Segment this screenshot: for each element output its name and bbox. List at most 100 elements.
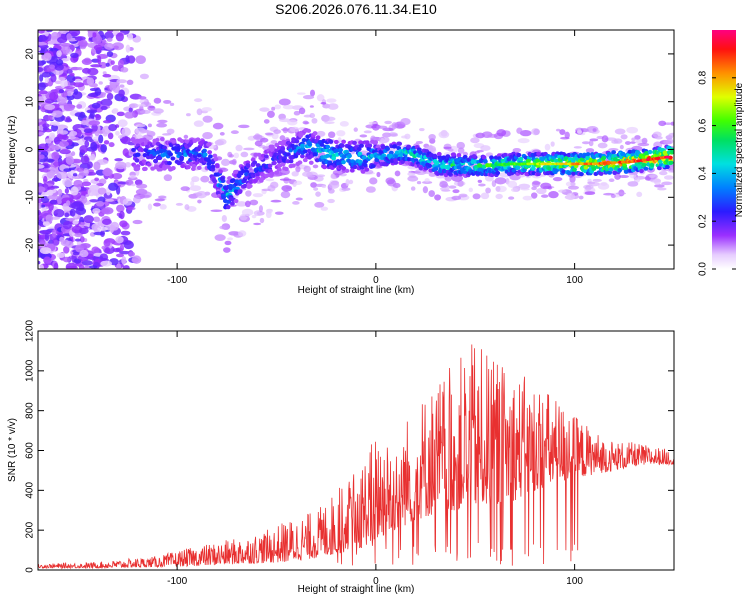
spectrogram-cell bbox=[302, 95, 315, 100]
spectrogram-cell bbox=[63, 179, 73, 188]
spectrogram-cell bbox=[391, 122, 398, 130]
spectrogram-cell bbox=[224, 240, 232, 246]
spectrogram-cell bbox=[170, 156, 176, 161]
spectrogram-cell bbox=[65, 116, 71, 122]
spectrogram-cell bbox=[280, 141, 286, 146]
spectrogram-cell bbox=[245, 163, 251, 168]
spectrogram-cell bbox=[130, 136, 136, 142]
spectrogram-cell bbox=[303, 114, 312, 118]
spectrogram-cell bbox=[592, 178, 602, 182]
spectrogram-cell bbox=[66, 90, 74, 97]
spectrogram-cell bbox=[259, 107, 270, 112]
spectrogram-cell bbox=[56, 50, 62, 58]
spectrogram-cell bbox=[237, 124, 250, 129]
spectrogram-cell bbox=[312, 164, 319, 169]
spectrogram-cell bbox=[61, 57, 69, 62]
spectrogram-cell bbox=[119, 244, 125, 252]
spectrogram-cell bbox=[276, 167, 282, 172]
spectrogram-cell bbox=[47, 189, 54, 196]
spectrogram-cell bbox=[103, 239, 111, 247]
spectrogram-cell bbox=[525, 158, 531, 164]
spectrogram-cell bbox=[300, 154, 305, 159]
spectrogram-cell bbox=[358, 140, 364, 145]
spectrogram-xtick-label: -100 bbox=[167, 275, 187, 286]
spectrogram-cell bbox=[79, 151, 84, 158]
spectrogram-cell bbox=[133, 196, 141, 204]
spectrogram-cell bbox=[641, 137, 648, 144]
spectrogram-cell bbox=[104, 42, 115, 50]
spectrogram-cell bbox=[94, 87, 102, 96]
spectrogram-cell bbox=[360, 169, 366, 174]
spectrogram-cell bbox=[89, 199, 99, 203]
spectrogram-cell bbox=[332, 169, 344, 176]
spectrogram-cell bbox=[516, 127, 523, 134]
spectrogram-cell bbox=[438, 131, 450, 139]
spectrogram-cell bbox=[233, 198, 239, 204]
spectrogram-cell bbox=[104, 247, 111, 254]
spectrogram-cell bbox=[432, 153, 438, 159]
spectrogram-cell bbox=[111, 172, 123, 180]
spectrogram-cell bbox=[359, 134, 368, 138]
spectrogram-cell bbox=[259, 217, 265, 224]
spectrogram-cell bbox=[44, 77, 49, 84]
spectrogram-heatmap bbox=[38, 30, 674, 269]
spectrogram-cell bbox=[389, 158, 395, 164]
spectrogram-cell bbox=[532, 181, 541, 185]
spectrogram-cell bbox=[653, 184, 665, 188]
spectrogram-cell bbox=[496, 153, 502, 158]
spectrogram-cell bbox=[62, 256, 71, 263]
spectrogram-cell bbox=[196, 165, 202, 170]
spectrogram-cell bbox=[60, 239, 70, 247]
spectrogram-cell bbox=[267, 163, 273, 168]
spectrogram-cell bbox=[507, 180, 518, 188]
spectrogram-cell bbox=[583, 184, 594, 190]
colorbar-tick-label: 0.2 bbox=[698, 214, 709, 228]
spectrogram-cell bbox=[79, 145, 89, 154]
spectrogram-cell bbox=[38, 233, 42, 240]
spectrogram-cell bbox=[51, 110, 63, 118]
spectrogram-cell bbox=[253, 222, 262, 226]
spectrogram-cell bbox=[116, 204, 125, 213]
spectrogram-cell bbox=[90, 141, 98, 151]
snr-xtick-label: 0 bbox=[373, 576, 379, 587]
spectrogram-cell bbox=[357, 159, 363, 164]
spectrogram-cell bbox=[302, 120, 309, 125]
spectrogram-cell bbox=[265, 208, 273, 214]
spectrogram-cell bbox=[476, 149, 484, 153]
spectrogram-cell bbox=[643, 166, 649, 171]
spectrogram-cell bbox=[153, 97, 162, 104]
spectrogram-cell bbox=[535, 158, 540, 163]
spectrogram-cell bbox=[51, 121, 60, 126]
spectrogram-cell bbox=[81, 67, 91, 74]
spectrogram-cell bbox=[245, 190, 252, 197]
spectrogram-cell bbox=[341, 166, 347, 171]
snr-ytick-label: 400 bbox=[25, 482, 36, 499]
spectrogram-cell bbox=[221, 158, 230, 167]
spectrogram-cell bbox=[298, 107, 306, 115]
spectrogram-cell bbox=[547, 186, 552, 190]
spectrogram-cell bbox=[244, 200, 251, 208]
spectrogram-cell bbox=[158, 149, 164, 154]
spectrogram-cell bbox=[38, 60, 46, 66]
spectrogram-cell bbox=[134, 158, 140, 163]
spectrogram-cell bbox=[185, 165, 191, 170]
spectrogram-cell bbox=[154, 198, 166, 202]
spectrogram-cell bbox=[38, 30, 45, 34]
spectrogram-cell bbox=[171, 139, 177, 144]
spectrogram-cell bbox=[639, 168, 644, 174]
spectrogram-cell bbox=[668, 160, 674, 165]
spectrogram-cell bbox=[139, 73, 149, 80]
spectrogram-cell bbox=[97, 55, 102, 65]
spectrogram-cell bbox=[631, 137, 636, 142]
spectrogram-cell bbox=[363, 130, 372, 134]
spectrogram-cell bbox=[131, 183, 136, 187]
spectrogram-cell bbox=[253, 134, 263, 140]
spectrogram-cell bbox=[626, 126, 639, 134]
spectrogram-ylabel: Frequency (Hz) bbox=[7, 116, 18, 185]
spectrogram-cell bbox=[38, 90, 48, 95]
spectrogram-cell bbox=[603, 192, 615, 196]
spectrogram-cell bbox=[552, 177, 563, 182]
spectrogram-cell bbox=[462, 154, 468, 160]
spectrogram-cell bbox=[480, 192, 490, 200]
